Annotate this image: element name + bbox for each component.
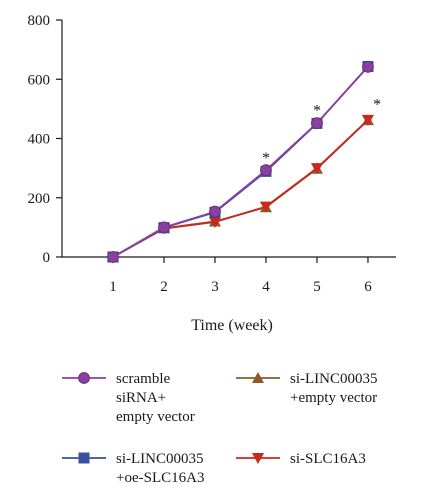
x-tick-label: 1 bbox=[109, 279, 117, 295]
data-point bbox=[107, 251, 119, 263]
annotation-layer: * * * bbox=[262, 96, 381, 166]
legend: scramble siRNA+ empty vector si-LINC00035 +e… bbox=[62, 371, 378, 486]
y-tick-label: 800 bbox=[28, 13, 51, 29]
data-point bbox=[208, 217, 221, 229]
x-tick-label: 6 bbox=[364, 279, 372, 295]
legend-marker bbox=[252, 453, 264, 464]
series-line bbox=[112, 65, 369, 258]
series-line bbox=[112, 66, 369, 258]
series-4 bbox=[106, 114, 374, 263]
x-tick-label: 5 bbox=[313, 279, 321, 295]
series-3 bbox=[107, 61, 374, 263]
data-point bbox=[310, 163, 323, 175]
legend-label: +oe-SLC16A3 bbox=[116, 470, 204, 486]
significance-asterisk: * bbox=[313, 102, 321, 119]
series-2 bbox=[106, 114, 374, 262]
legend-item: si-LINC00035 +empty vector bbox=[236, 371, 378, 406]
legend-marker bbox=[252, 372, 264, 383]
x-axis-title: Time (week) bbox=[191, 317, 273, 334]
data-point bbox=[260, 164, 272, 177]
legend-label: si-LINC00035 bbox=[290, 371, 378, 387]
y-tick-label: 200 bbox=[28, 191, 51, 207]
series-layer bbox=[106, 60, 374, 263]
y-tick-label: 400 bbox=[28, 132, 51, 148]
y-tick-label: 0 bbox=[43, 250, 51, 266]
legend-item: si-SLC16A3 bbox=[236, 451, 366, 467]
legend-marker bbox=[78, 452, 90, 464]
series-line bbox=[112, 119, 369, 258]
data-point bbox=[362, 60, 374, 73]
legend-marker bbox=[78, 372, 90, 384]
legend-item: scramble siRNA+ empty vector bbox=[62, 371, 195, 425]
x-tick-label: 4 bbox=[262, 279, 270, 295]
series-1 bbox=[107, 60, 374, 263]
x-tick-label: 2 bbox=[160, 279, 168, 295]
data-point bbox=[259, 201, 272, 213]
significance-asterisk: * bbox=[373, 96, 381, 113]
legend-label: si-SLC16A3 bbox=[290, 451, 366, 467]
legend-label: empty vector bbox=[116, 409, 195, 425]
data-point bbox=[158, 221, 170, 234]
significance-asterisk: * bbox=[262, 150, 270, 167]
data-point bbox=[311, 117, 323, 129]
legend-label: siRNA+ bbox=[116, 390, 166, 406]
legend-label: si-LINC00035 bbox=[116, 451, 204, 467]
data-point bbox=[361, 114, 374, 126]
y-tick-label: 600 bbox=[28, 72, 51, 88]
legend-item: si-LINC00035 +oe-SLC16A3 bbox=[62, 451, 204, 486]
axes: 0 200 400 600 800 1 2 3 4 5 6 bbox=[28, 13, 396, 295]
legend-label: scramble bbox=[116, 371, 170, 387]
legend-label: +empty vector bbox=[290, 390, 377, 406]
x-tick-label: 3 bbox=[211, 279, 219, 295]
data-point bbox=[209, 205, 221, 218]
